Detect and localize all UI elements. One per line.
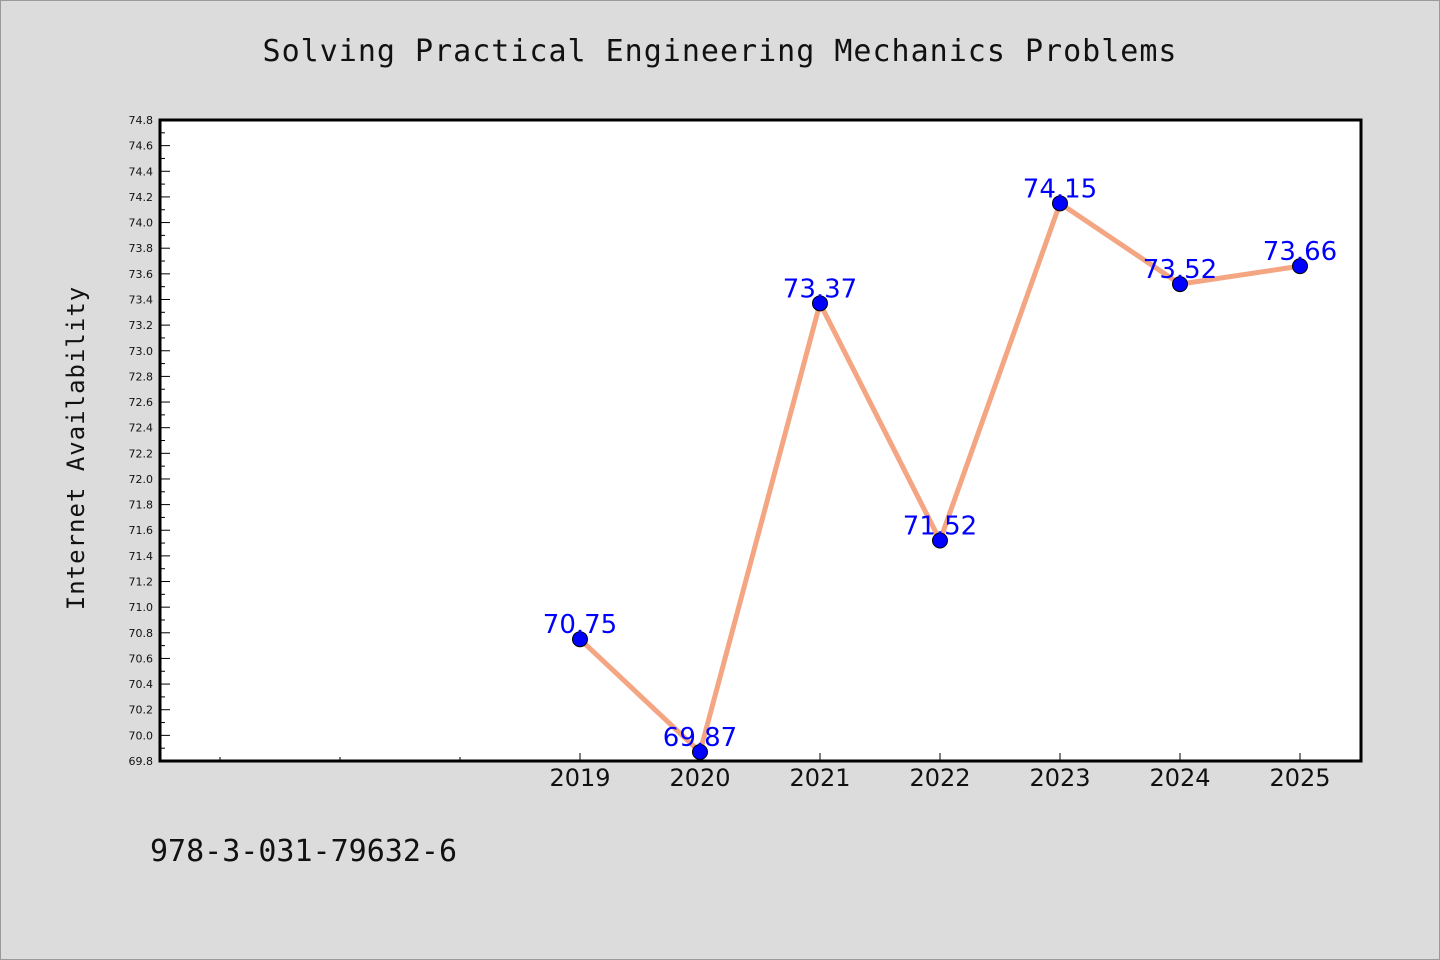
data-point <box>572 631 588 648</box>
y-tick-label: 71.0 <box>129 601 154 614</box>
x-axis-ticks: 2019 2020 2021 2022 2023 2024 2025 <box>219 753 1331 792</box>
y-tick-label: 70.0 <box>129 729 154 742</box>
y-tick-label: 73.0 <box>129 345 154 358</box>
x-tick-label: 2022 <box>909 764 970 792</box>
chart-title: Solving Practical Engineering Mechanics … <box>262 34 1178 69</box>
y-tick-label: 71.4 <box>129 550 154 563</box>
data-point <box>1292 258 1308 275</box>
y-tick-label: 74.2 <box>129 191 154 204</box>
data-label: 70.75 <box>543 610 617 640</box>
y-tick-label: 71.8 <box>129 499 154 512</box>
isbn-footnote: 978-3-031-79632-6 <box>150 834 458 869</box>
y-tick-label: 74.6 <box>129 140 154 153</box>
y-tick-label: 72.0 <box>129 473 154 486</box>
data-labels: 70.75 69.87 73.37 71.52 74.15 73.52 73.66 <box>543 174 1337 753</box>
x-tick-label: 2021 <box>789 764 850 792</box>
y-tick-label: 72.4 <box>129 422 154 435</box>
y-tick-label: 69.8 <box>129 755 154 768</box>
data-point <box>932 532 948 549</box>
y-tick-label: 72.2 <box>129 447 154 460</box>
y-tick-label: 72.8 <box>129 370 154 383</box>
data-point <box>1052 195 1068 212</box>
y-tick-label: 73.6 <box>129 268 154 281</box>
data-label: 71.52 <box>903 511 977 541</box>
y-tick-label: 70.4 <box>129 678 154 691</box>
x-tick-label: 2020 <box>669 764 730 792</box>
y-tick-label: 70.8 <box>129 627 154 640</box>
y-tick-label: 74.0 <box>129 217 154 230</box>
y-tick-label: 74.4 <box>129 165 154 178</box>
x-tick-label: 2024 <box>1149 764 1210 792</box>
y-tick-label: 74.8 <box>129 114 154 127</box>
data-label: 73.52 <box>1143 255 1217 285</box>
y-tick-label: 73.2 <box>129 319 154 332</box>
data-label: 74.15 <box>1023 174 1097 204</box>
y-tick-label: 70.6 <box>129 652 154 665</box>
x-tick-label: 2019 <box>549 764 610 792</box>
y-tick-label: 72.6 <box>129 396 154 409</box>
data-point <box>812 295 828 312</box>
y-tick-label: 71.2 <box>129 576 154 589</box>
plot-area <box>160 120 1361 761</box>
x-tick-label: 2025 <box>1269 764 1330 792</box>
y-axis-ticks: 69.8 70.0 70.2 70.4 70.6 70.8 71.0 71.2 71.4 71.6… <box>129 114 170 768</box>
data-label: 73.66 <box>1263 237 1337 267</box>
y-tick-label: 73.8 <box>129 242 154 255</box>
data-markers <box>572 195 1308 761</box>
y-tick-label: 70.2 <box>129 704 154 717</box>
data-label: 69.87 <box>663 723 737 753</box>
y-tick-label: 71.6 <box>129 524 154 537</box>
plot-border <box>158 118 1363 763</box>
data-point <box>1172 276 1188 293</box>
x-tick-label: 2023 <box>1029 764 1090 792</box>
y-tick-label: 73.4 <box>129 293 154 306</box>
data-label: 73.37 <box>783 274 857 304</box>
